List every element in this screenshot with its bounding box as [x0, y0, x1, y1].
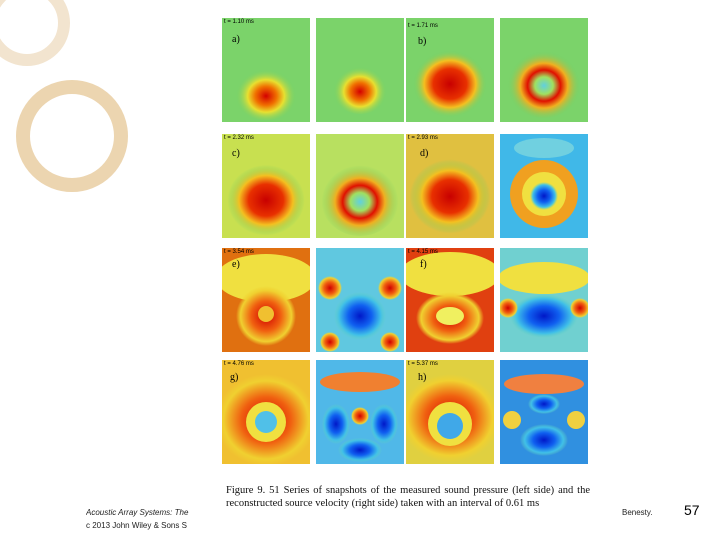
- time-label-b: t = 1.71 ms: [408, 23, 438, 29]
- snapshot-pressure-h: [406, 360, 494, 464]
- citation-line-2: c 2013 John Wiley & Sons S: [86, 521, 187, 530]
- panel-label-h: h): [418, 372, 427, 383]
- snapshot-pressure-c: [222, 134, 310, 238]
- snapshot-velocity-h: [500, 360, 588, 464]
- citation-footer: Acoustic Array Systems: The c 2013 John …: [86, 506, 222, 532]
- panel-label-d: d): [420, 148, 429, 159]
- panel-label-c: c): [232, 148, 240, 159]
- time-label-f: t = 4.15 ms: [408, 249, 438, 255]
- snapshot-figure: t = 1.10 ms t = 1.71 ms t = 2.32 ms t = …: [222, 18, 590, 464]
- time-label-c: t = 2.32 ms: [224, 135, 254, 141]
- snapshot-pressure-g: [222, 360, 310, 464]
- snapshot-pressure-e: [222, 248, 310, 352]
- panel-label-f: f): [420, 259, 427, 270]
- time-label-g: t = 4.76 ms: [224, 361, 254, 367]
- snapshot-velocity-a: [316, 18, 404, 122]
- panel-label-g: g): [230, 372, 239, 383]
- time-label-h: t = 5.37 ms: [408, 361, 438, 367]
- page-number: 57: [684, 502, 700, 518]
- snapshot-pressure-d: [406, 134, 494, 238]
- snapshot-pressure-b: [406, 18, 494, 122]
- snapshot-pressure-f: [406, 248, 494, 352]
- panel-label-a: a): [232, 34, 240, 45]
- snapshot-velocity-f: [500, 248, 588, 352]
- time-label-a: t = 1.10 ms: [224, 19, 254, 25]
- snapshot-pressure-a: [222, 18, 310, 122]
- snapshot-velocity-e: [316, 248, 404, 352]
- time-label-d: t = 2.93 ms: [408, 135, 438, 141]
- figure-caption: Figure 9. 51 Series of snapshots of the …: [226, 485, 590, 509]
- decorative-ring-small: [0, 0, 70, 66]
- time-label-e: t = 3.54 ms: [224, 249, 254, 255]
- panel-label-e: e): [232, 259, 240, 270]
- snapshot-velocity-b: [500, 18, 588, 122]
- snapshot-velocity-d: [500, 134, 588, 238]
- snapshot-velocity-g: [316, 360, 404, 464]
- snapshot-velocity-c: [316, 134, 404, 238]
- citation-line-1: Acoustic Array Systems: The: [86, 508, 189, 517]
- decorative-ring-large: [16, 80, 128, 192]
- panel-label-b: b): [418, 36, 427, 47]
- citation-author: Benesty.: [622, 508, 653, 517]
